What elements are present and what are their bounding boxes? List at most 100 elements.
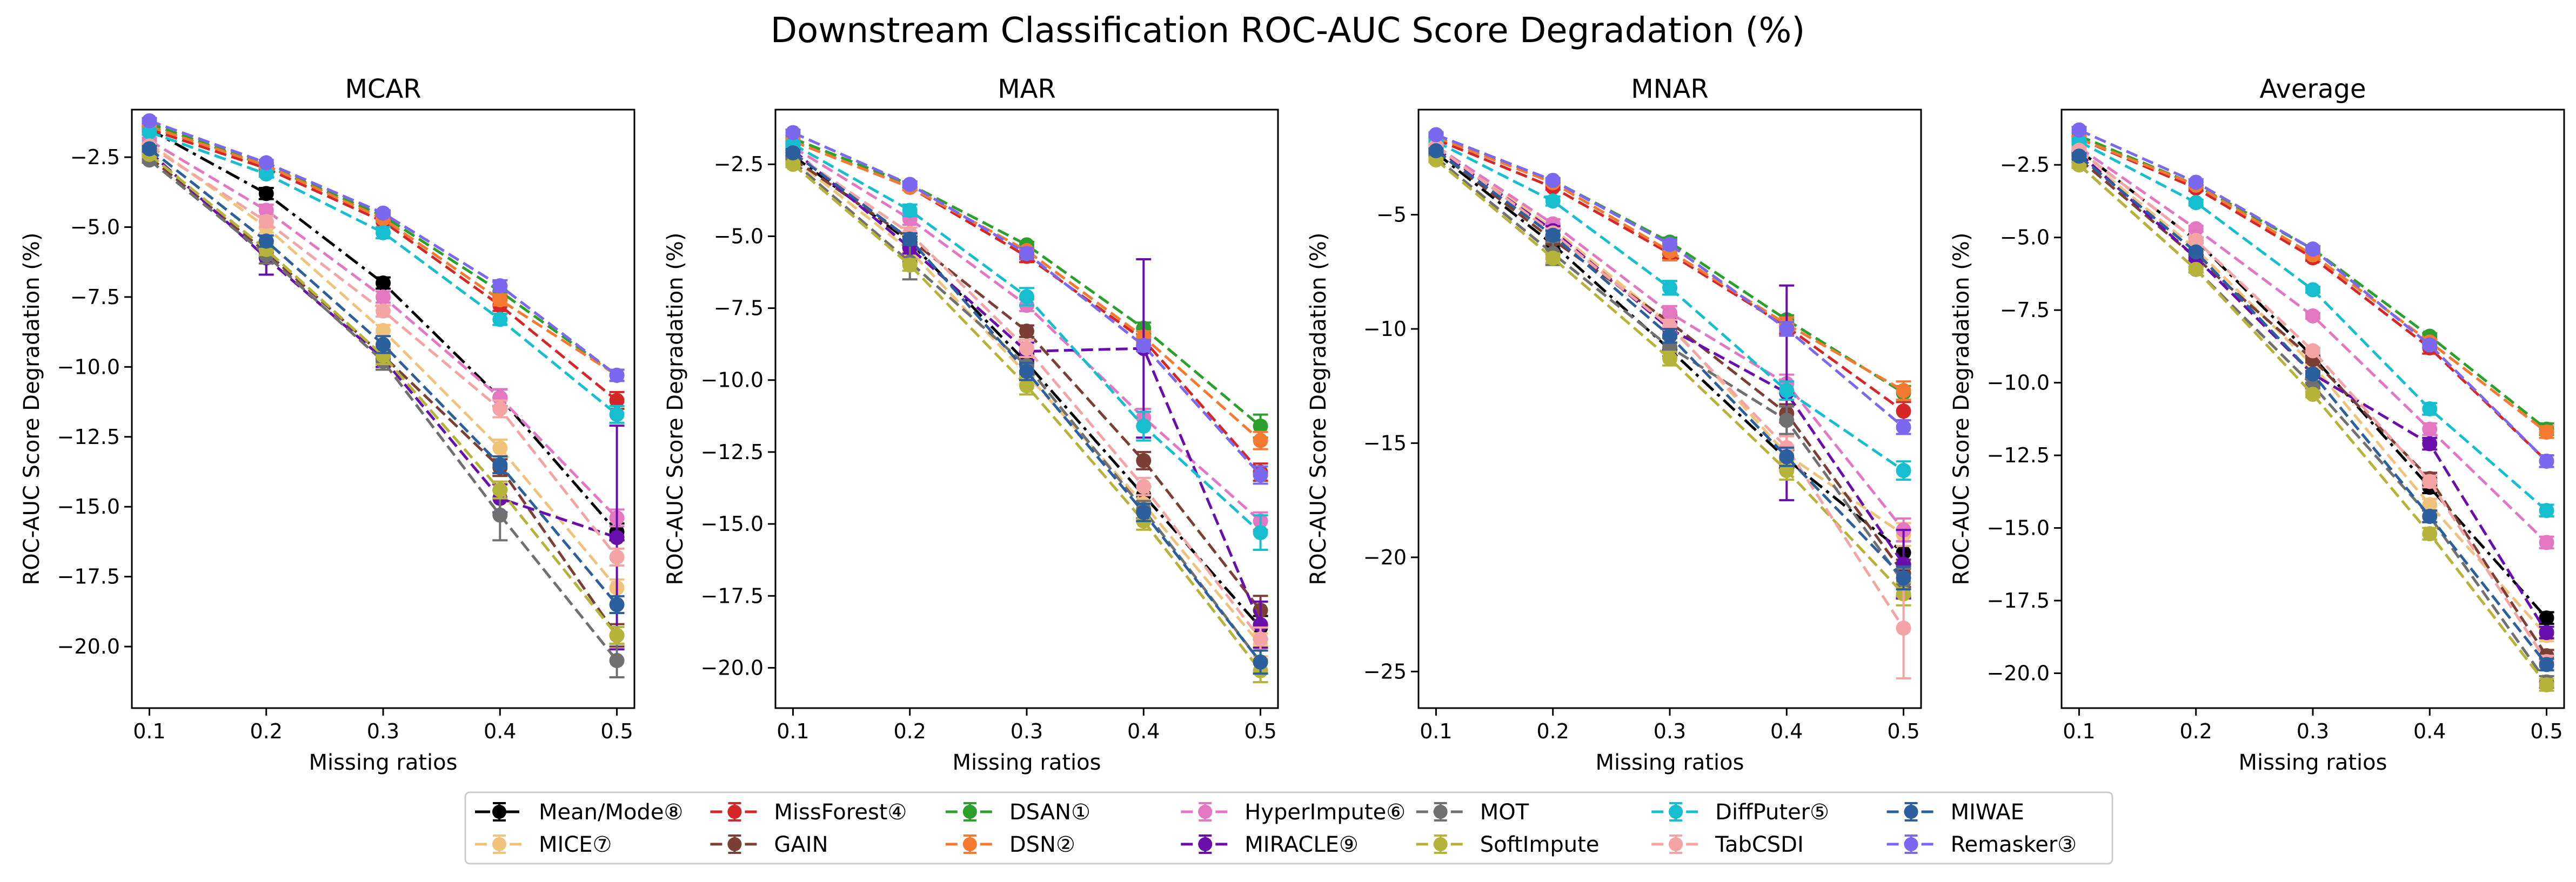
y-axis-label: ROC-AUC Score Degradation (%) bbox=[1306, 232, 1331, 585]
y-tick-label: −15.0 bbox=[1987, 516, 2050, 540]
y-tick-label: −12.5 bbox=[1987, 443, 2050, 467]
data-point bbox=[2305, 387, 2320, 402]
x-tick-label: 0.5 bbox=[1244, 719, 1276, 743]
data-point bbox=[376, 275, 391, 291]
y-tick-label: −2.5 bbox=[714, 152, 764, 176]
y-tick-label: −12.5 bbox=[57, 425, 120, 449]
data-point bbox=[1019, 246, 1034, 261]
series-remasker bbox=[1428, 127, 1911, 435]
y-tick-label: −17.5 bbox=[701, 584, 764, 608]
data-point bbox=[2188, 233, 2204, 248]
x-tick-label: 0.1 bbox=[777, 719, 809, 743]
panel-title: Average bbox=[2259, 74, 2366, 104]
y-tick-label: −20.0 bbox=[1987, 661, 2050, 685]
axes-frame bbox=[1417, 109, 1922, 709]
data-point bbox=[258, 166, 274, 182]
legend-item-tabcsdi: TabCSDI bbox=[1651, 832, 1804, 857]
legend-marker bbox=[962, 805, 977, 819]
series-softimpute bbox=[2071, 157, 2554, 692]
data-point bbox=[2422, 436, 2438, 452]
panel-title: MNAR bbox=[1631, 74, 1709, 104]
legend-label: DiffPuter⑤ bbox=[1715, 800, 1829, 825]
data-point bbox=[1896, 570, 1911, 585]
data-point bbox=[1545, 227, 1561, 243]
data-point bbox=[2422, 509, 2438, 524]
data-point bbox=[142, 124, 157, 140]
series-remasker bbox=[142, 113, 625, 383]
legend-marker bbox=[727, 837, 742, 851]
legend-label: MissForest④ bbox=[774, 800, 907, 825]
legend-item-softimpute: SoftImpute bbox=[1416, 832, 1599, 857]
data-point bbox=[2539, 625, 2554, 641]
series-line bbox=[149, 131, 618, 416]
data-point bbox=[1662, 237, 1677, 252]
x-tick-label: 0.1 bbox=[133, 719, 165, 743]
data-point bbox=[2305, 366, 2320, 382]
legend-marker bbox=[1904, 837, 1918, 851]
y-tick-label: −10.0 bbox=[1987, 371, 2050, 395]
legend-label: MOT bbox=[1480, 800, 1529, 825]
data-point bbox=[1019, 378, 1034, 394]
x-tick-label: 0.3 bbox=[367, 719, 399, 743]
data-point bbox=[609, 367, 625, 383]
legend-item-hyperimpute: HyperImpute⑥ bbox=[1181, 800, 1406, 825]
legend-marker bbox=[1433, 837, 1448, 851]
data-point bbox=[1428, 143, 1444, 159]
series-diffputer bbox=[142, 124, 625, 424]
data-point bbox=[258, 214, 274, 230]
data-point bbox=[2188, 244, 2204, 260]
data-point bbox=[902, 231, 918, 247]
x-tick-label: 0.4 bbox=[1770, 719, 1803, 743]
data-point bbox=[2539, 453, 2554, 469]
x-axis-label: Missing ratios bbox=[1596, 750, 1744, 775]
panel-mcar: MCAR 0.1 0.2 0.3 0.4 0.5 −2.5 −5.0 −7.5 −10.0 −12.… bbox=[19, 74, 635, 775]
y-tick-label: −20 bbox=[1363, 546, 1407, 569]
data-point bbox=[1253, 418, 1268, 434]
panel-mnar: MNAR 0.1 0.2 0.3 0.4 0.5 −5 −10 −15 −20 −25 Missing… bbox=[1306, 74, 1922, 775]
x-tick-label: 0.2 bbox=[894, 719, 926, 743]
x-axis-label: Missing ratios bbox=[309, 750, 458, 775]
data-point bbox=[2422, 337, 2438, 353]
legend-label: Remasker③ bbox=[1951, 832, 2077, 857]
data-point bbox=[376, 323, 391, 339]
series-softimpute bbox=[785, 157, 1268, 684]
legend-item-missforest: MissForest④ bbox=[710, 800, 907, 825]
data-point bbox=[609, 530, 625, 546]
data-point bbox=[258, 186, 274, 201]
series-miwae bbox=[2071, 149, 2554, 672]
data-point bbox=[258, 203, 274, 218]
data-point bbox=[1896, 419, 1911, 435]
y-tick-label: −5.0 bbox=[714, 224, 764, 248]
data-point bbox=[258, 233, 274, 249]
series-line bbox=[1435, 133, 1905, 428]
data-point bbox=[1896, 403, 1911, 419]
data-point bbox=[1136, 479, 1152, 494]
series-miwae bbox=[142, 141, 625, 614]
data-point bbox=[492, 401, 508, 416]
legend-marker bbox=[1904, 805, 1918, 819]
data-point bbox=[492, 507, 508, 523]
series-missforest bbox=[2071, 131, 2554, 469]
x-tick-label: 0.4 bbox=[1127, 719, 1160, 743]
data-point bbox=[492, 292, 508, 308]
y-tick-label: −25 bbox=[1363, 659, 1407, 683]
legend-label: Mean/Mode⑧ bbox=[539, 800, 683, 825]
series-line bbox=[2078, 140, 2548, 512]
data-point bbox=[609, 393, 625, 408]
series-line bbox=[792, 151, 1262, 640]
legend-item-dsn: DSN② bbox=[945, 832, 1075, 857]
data-point bbox=[785, 145, 801, 160]
data-point bbox=[376, 225, 391, 240]
legend-marker bbox=[1669, 837, 1683, 851]
legend-item-miwae: MIWAE bbox=[1886, 800, 2024, 825]
x-tick-label: 0.3 bbox=[1654, 719, 1686, 743]
data-point bbox=[376, 336, 391, 352]
data-point bbox=[1019, 289, 1034, 305]
data-point bbox=[142, 141, 157, 157]
y-tick-label: −10.0 bbox=[701, 368, 764, 392]
data-point bbox=[1136, 453, 1152, 468]
data-point bbox=[2422, 401, 2438, 416]
y-tick-label: −5.0 bbox=[70, 215, 120, 239]
legend-item-gain: GAIN bbox=[710, 832, 828, 857]
